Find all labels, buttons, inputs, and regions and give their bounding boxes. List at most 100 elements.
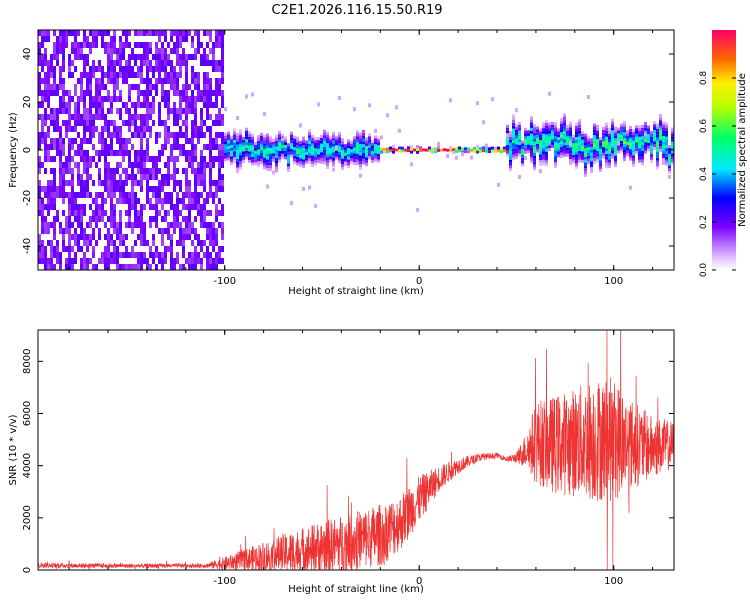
spectrogram-cell [299, 152, 302, 156]
spectrogram-cell [146, 168, 149, 174]
spectrogram-cell [215, 210, 218, 216]
spectrogram-cell [209, 168, 212, 174]
spectrogram-cell [146, 156, 149, 162]
spectrogram-cell [152, 120, 155, 126]
spectrogram-cell [452, 148, 455, 152]
spectrogram-cell [125, 192, 128, 198]
spectrogram-cell [527, 133, 530, 136]
spectrogram-cell [317, 160, 320, 164]
spectrogram-cell [50, 198, 53, 204]
spectrogram-cell [212, 246, 215, 252]
spectrogram-cell [194, 96, 197, 102]
spectrogram-cell [89, 222, 92, 228]
spectrogram-cell [242, 139, 245, 143]
spectrogram-cell [218, 174, 221, 180]
spectrogram-cell [305, 140, 308, 144]
spectrogram-cell [293, 161, 296, 165]
spectrogram-cell [125, 108, 128, 114]
spectrogram-cell [167, 54, 170, 60]
spectrogram-cell [62, 234, 65, 240]
spectrogram-cell [137, 114, 140, 120]
spectrogram-cell [593, 155, 596, 159]
spectrogram-cell [182, 90, 185, 96]
spectrogram-cell [650, 156, 653, 160]
spectrogram-cell [47, 228, 50, 234]
spectrogram-cell [362, 152, 365, 156]
spectrogram-cell [533, 155, 536, 159]
spectrogram-cell [353, 156, 356, 160]
spectrogram-cell [503, 146, 506, 150]
spectrogram-cell [89, 108, 92, 114]
spectrogram-cell [224, 138, 227, 142]
spectrogram-cell [575, 160, 578, 164]
spectrogram-cell [194, 108, 197, 114]
spectrogram-cell [83, 162, 86, 168]
spectrogram-cell [56, 246, 59, 252]
spectrogram-cell [164, 30, 167, 36]
spectrogram-cell [356, 162, 359, 166]
spectrogram-cell [104, 150, 107, 156]
spectrogram-cell [137, 264, 140, 270]
spectrogram-cell [296, 162, 299, 166]
spectrogram-cell [137, 210, 140, 216]
spectrogram-cell [200, 174, 203, 180]
spectrogram-cell [128, 252, 131, 258]
spectrogram-cell [653, 121, 656, 125]
spectrogram-cell [98, 180, 101, 186]
spectrogram-cell [539, 148, 542, 152]
spectrogram-cell [344, 161, 347, 166]
spectrogram-cell [146, 186, 149, 192]
spectrogram-cell [122, 186, 125, 192]
spectrogram-cell [149, 78, 152, 84]
spectrogram-cell [293, 144, 296, 148]
spectrogram-cell [50, 54, 53, 60]
spectrogram-cell [632, 137, 635, 141]
spectrogram-cell [182, 120, 185, 126]
spectrogram-cell [134, 198, 137, 204]
spectrogram-cell [77, 150, 80, 156]
spectrogram-cell [119, 108, 122, 114]
spectrogram-cell [248, 160, 251, 163]
spectrogram-cell [635, 142, 638, 146]
spectrogram-cell [518, 133, 521, 137]
snr-y-tick-label: 2000 [22, 505, 33, 530]
spectrogram-cell [551, 133, 554, 137]
spectrogram-cell [140, 258, 143, 264]
spectrogram-cell [191, 252, 194, 258]
spectrogram-cell [194, 48, 197, 54]
spectrogram-cell [80, 42, 83, 48]
spectrogram-cell [125, 120, 128, 126]
spectrogram-cell [41, 258, 44, 264]
spectrogram-cell [245, 133, 248, 137]
spectrogram-cell [149, 30, 152, 36]
spectrogram-cell [656, 126, 659, 130]
spectrogram-cell [539, 157, 542, 161]
spectrogram-cell [119, 234, 122, 240]
spectrogram-cell [179, 72, 182, 78]
spectrogram-cell [68, 150, 71, 156]
spectrogram-cell [275, 146, 278, 150]
spectrogram-cell [83, 132, 86, 138]
spectrogram-cell [296, 159, 299, 163]
spectrogram-cell [599, 157, 602, 161]
spectrogram-cell [179, 36, 182, 42]
spectrogram-cell [479, 149, 482, 153]
spectrogram-cell [626, 138, 629, 142]
spectrogram-cell [131, 264, 134, 270]
spectrogram-cell [161, 90, 164, 96]
spectrogram-cell [194, 126, 197, 132]
spectrogram-cell [299, 146, 302, 150]
spectrogram-cell [230, 142, 233, 145]
spectrogram-cell [167, 102, 170, 108]
spectrogram-cell [50, 108, 53, 114]
spectrogram-cell [191, 108, 194, 114]
spectrogram-cell [92, 120, 95, 126]
spectrogram-cell [578, 150, 581, 154]
spectrogram-cell [554, 130, 557, 134]
spectrogram-cell [548, 91, 551, 96]
spectrogram-cell [638, 139, 641, 143]
spectrogram-cell [83, 90, 86, 96]
spectrogram-cell [215, 102, 218, 108]
spectrogram-cell [206, 78, 209, 84]
spectrogram-cell [182, 234, 185, 240]
